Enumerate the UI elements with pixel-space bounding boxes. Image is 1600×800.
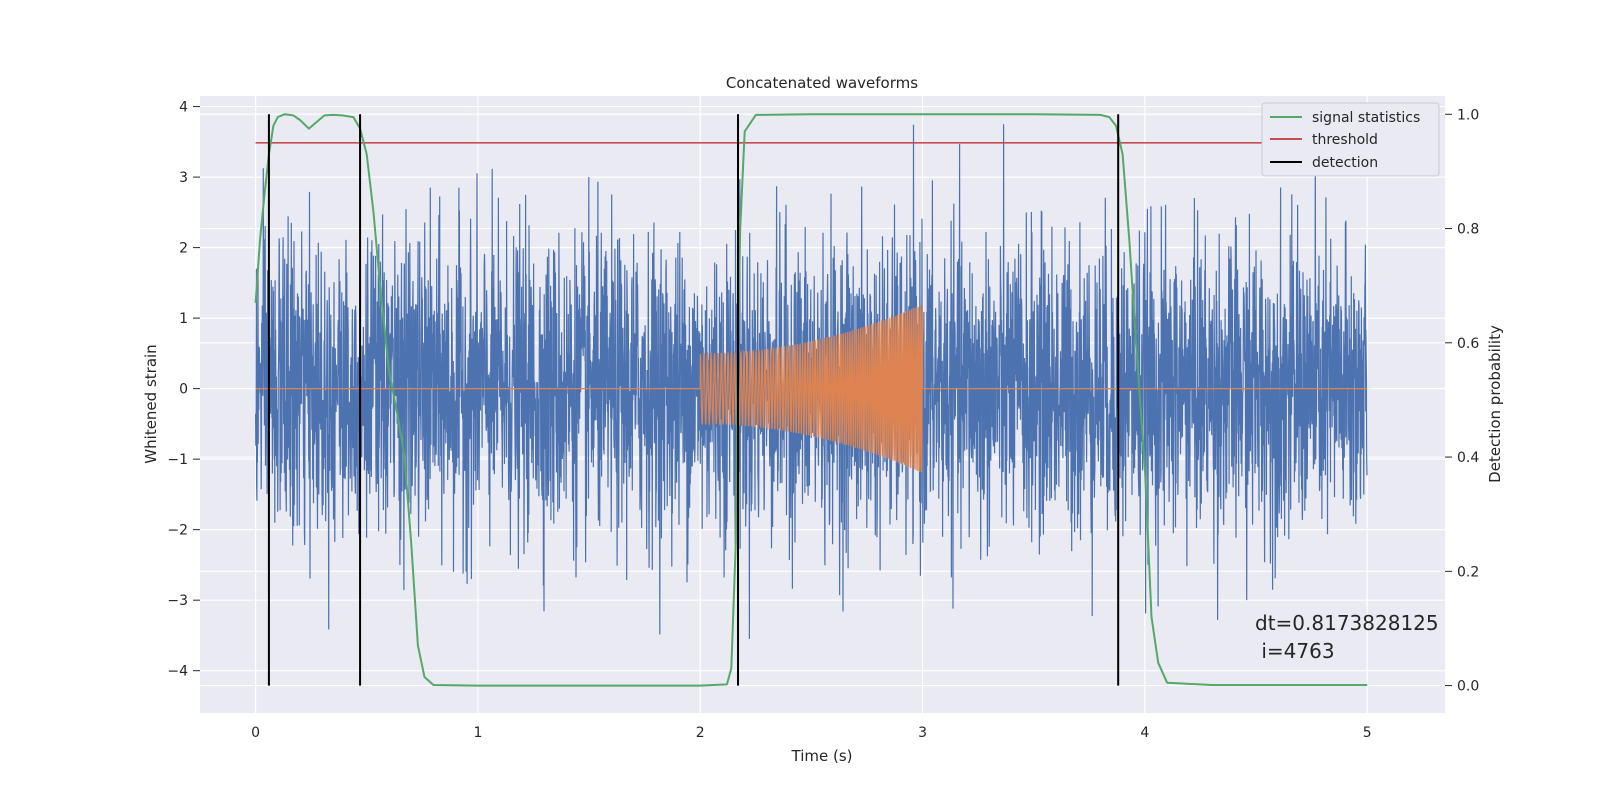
y-tick-label: 3 — [179, 170, 188, 186]
x-tick-label: 1 — [473, 725, 482, 741]
x-tick-label: 2 — [696, 725, 705, 741]
y-tick-label: −2 — [167, 523, 188, 539]
y-right-tick-label: 0.4 — [1457, 450, 1479, 466]
y-tick-label: 4 — [179, 100, 188, 116]
data-layer — [254, 113, 1390, 687]
y-tick-label: −4 — [167, 664, 188, 680]
noise-series — [255, 124, 1368, 640]
x-axis-label: Time (s) — [791, 747, 853, 765]
y-tick-label: 2 — [179, 241, 188, 257]
y-right-tick-label: 0.6 — [1457, 336, 1479, 352]
x-tick-label: 0 — [251, 725, 260, 741]
y-axis-right-label: Detection probability — [1486, 325, 1504, 483]
legend-box — [1261, 102, 1440, 177]
legend: signal statistics threshold detection — [1261, 102, 1440, 177]
y-right-tick-label: 0.8 — [1457, 222, 1479, 238]
y-tick-label: 1 — [179, 311, 188, 327]
x-tick-label: 3 — [918, 725, 927, 741]
signal-statistics-line — [254, 113, 1368, 687]
legend-label-detection: detection — [1312, 155, 1378, 171]
injection-series — [255, 305, 1368, 473]
x-tick-label: 4 — [1140, 725, 1149, 741]
legend-label-signal-statistics: signal statistics — [1312, 110, 1420, 126]
annotation-dt: dt=0.8173828125 — [1255, 611, 1439, 635]
chart-title: Concatenated waveforms — [726, 74, 918, 92]
y-right-tick-label: 0.0 — [1457, 679, 1479, 695]
axes: 0 1 2 3 4 5 −4 −3 −2 −1 0 1 2 3 4 0.0 0.2 0.4 0.6 0.8 1.0 — [167, 100, 1479, 741]
annotation-index: i=4763 — [1255, 639, 1335, 663]
x-tick-label: 5 — [1363, 725, 1372, 741]
y-tick-label: −1 — [167, 452, 188, 468]
y-tick-label: 0 — [179, 382, 188, 398]
y-axis-label: Whitened strain — [142, 344, 160, 463]
y-right-tick-label: 1.0 — [1457, 107, 1479, 123]
y-right-tick-label: 0.2 — [1457, 564, 1479, 580]
y-tick-label: −3 — [167, 593, 188, 609]
legend-label-threshold: threshold — [1312, 132, 1378, 148]
